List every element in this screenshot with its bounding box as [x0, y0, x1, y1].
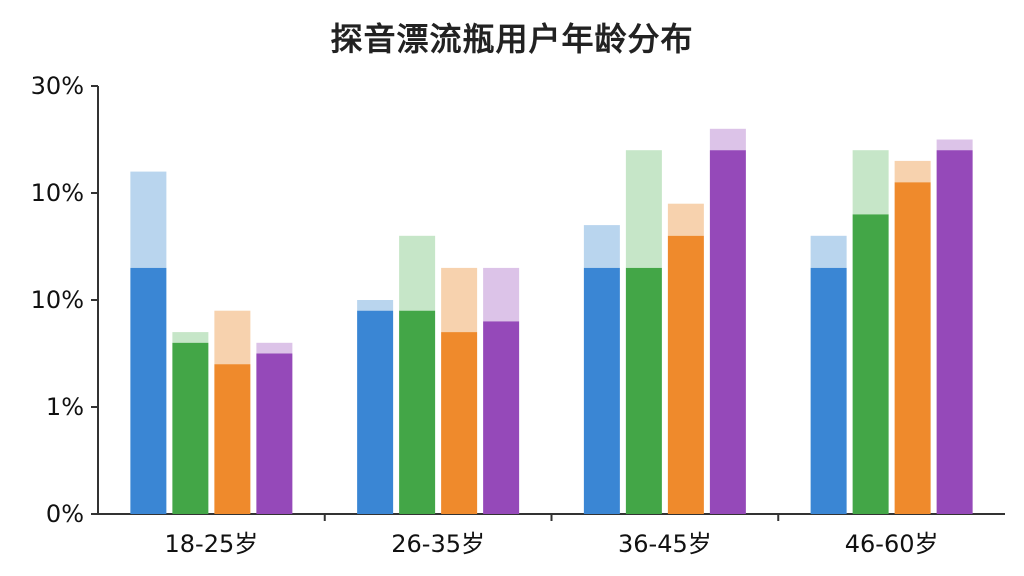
bar	[583, 267, 620, 514]
bar	[625, 267, 662, 514]
bar-upper-segment	[936, 139, 973, 151]
y-tick-label: 1%	[46, 393, 84, 421]
y-tick-label: 0%	[46, 500, 84, 528]
bar	[256, 353, 293, 514]
bar	[214, 364, 251, 514]
bar-upper-segment	[583, 225, 620, 268]
bar-upper-segment	[399, 235, 436, 311]
chart-title: 探音漂流瓶用户年龄分布	[330, 20, 694, 58]
bar	[399, 310, 436, 514]
x-category-label: 18-25岁	[165, 530, 259, 558]
bar-upper-segment	[441, 267, 478, 333]
bar-upper-segment	[483, 267, 520, 322]
bar	[172, 342, 209, 514]
bar-upper-segment	[357, 300, 394, 311]
bar-upper-segment	[625, 150, 662, 268]
y-tick-label: 30%	[31, 72, 84, 100]
y-tick-label: 10%	[31, 286, 84, 314]
bar-upper-segment	[214, 310, 251, 365]
bar	[130, 267, 167, 514]
x-category-label: 46-60岁	[845, 530, 939, 558]
bar	[667, 235, 704, 515]
bar	[810, 267, 847, 514]
x-category-label: 26-35岁	[391, 530, 485, 558]
bar-upper-segment	[852, 150, 889, 215]
bar-upper-segment	[810, 235, 847, 268]
bar	[936, 150, 973, 514]
bar-upper-segment	[709, 128, 746, 151]
bar	[483, 321, 520, 514]
bar-upper-segment	[667, 203, 704, 236]
y-tick-label: 10%	[31, 179, 84, 207]
bar	[709, 150, 746, 514]
bar	[852, 214, 889, 514]
bar-upper-segment	[172, 332, 209, 343]
bar-upper-segment	[894, 160, 931, 183]
x-category-label: 36-45岁	[618, 530, 712, 558]
bar	[441, 332, 478, 514]
bar-upper-segment	[130, 171, 167, 268]
bar	[357, 310, 394, 514]
bar	[894, 182, 931, 515]
bar-upper-segment	[256, 342, 293, 354]
